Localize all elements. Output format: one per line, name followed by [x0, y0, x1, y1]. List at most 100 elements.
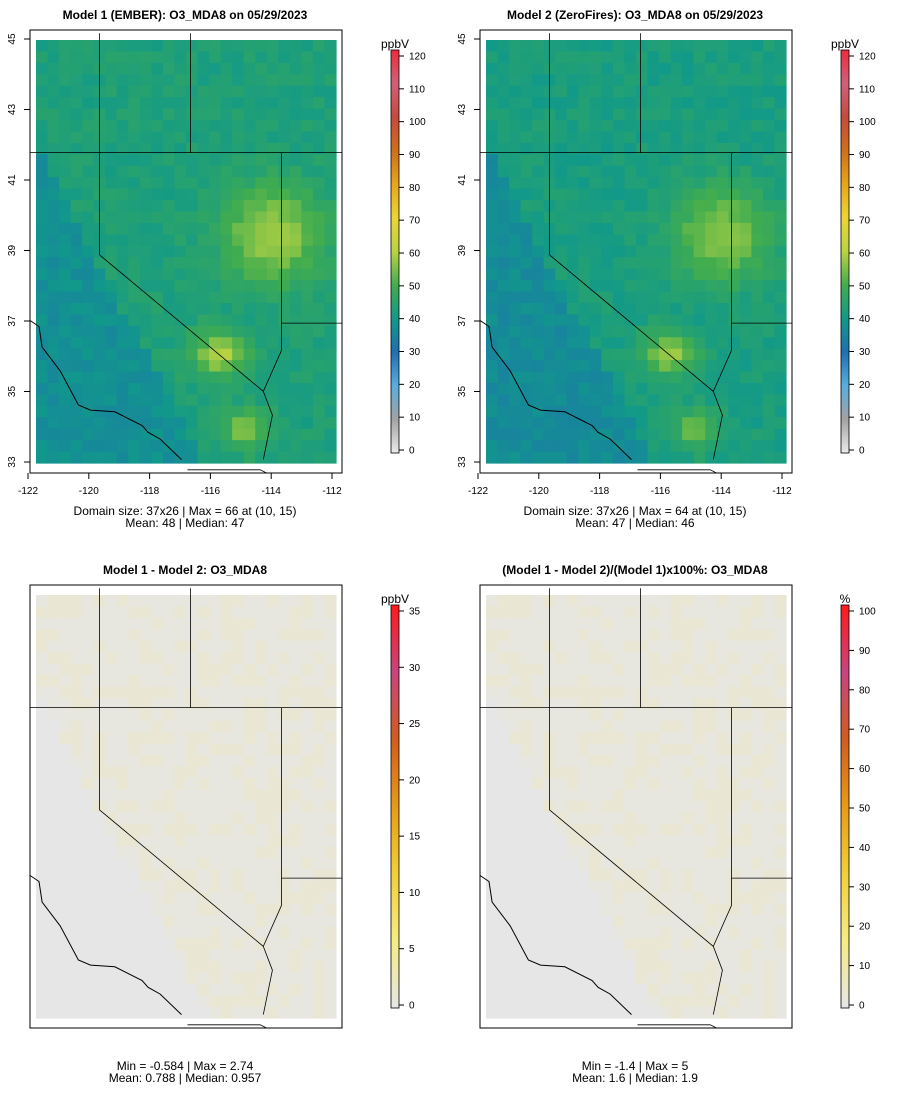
colorbar-tick-label: 35: [409, 607, 421, 618]
heatmap-cell: [589, 74, 602, 87]
heatmap-cell: [486, 800, 499, 813]
heatmap-cell: [116, 617, 129, 630]
heatmap-cell: [128, 62, 141, 75]
heatmap-cell: [682, 382, 695, 395]
heatmap-cell: [105, 85, 118, 98]
heatmap-cell: [197, 405, 210, 418]
heatmap-cell: [255, 755, 268, 768]
heatmap-cell: [47, 937, 60, 950]
heatmap-cell: [578, 165, 591, 178]
heatmap-cell: [36, 937, 49, 950]
heatmap-cell: [324, 675, 337, 688]
heatmap-cell: [647, 606, 660, 619]
heatmap-cell: [47, 234, 60, 247]
heatmap-cell: [105, 440, 118, 453]
heatmap-cell: [105, 120, 118, 133]
heatmap-cell: [762, 268, 776, 281]
heatmap-cell: [543, 257, 556, 270]
heatmap-cell: [70, 108, 83, 121]
heatmap-cell: [105, 595, 118, 608]
heatmap-cell: [555, 280, 568, 293]
heatmap-cell: [70, 74, 83, 87]
heatmap-cell: [266, 188, 279, 201]
heatmap-cell: [197, 188, 210, 201]
heatmap-cell: [70, 360, 83, 373]
heatmap-cell: [105, 606, 118, 619]
heatmap-cell: [578, 394, 591, 407]
heatmap-cell: [47, 40, 60, 53]
heatmap-cell: [555, 869, 568, 882]
heatmap-cell: [301, 360, 314, 373]
heatmap-cell: [220, 972, 233, 985]
heatmap-cell: [47, 371, 60, 384]
heatmap-cell: [532, 629, 545, 642]
heatmap-cell: [716, 617, 729, 630]
heatmap-cell: [624, 222, 637, 235]
heatmap-cell: [532, 108, 545, 121]
heatmap-cell: [624, 451, 637, 464]
heatmap-cell: [670, 937, 683, 950]
heatmap-cell: [243, 120, 256, 133]
state-borders: [30, 33, 342, 473]
heatmap-cell: [162, 120, 176, 133]
heatmap-cell: [693, 222, 706, 235]
heatmap-cell: [116, 892, 129, 905]
heatmap-cell: [70, 595, 83, 608]
heatmap-cell: [116, 857, 129, 870]
heatmap-cell: [705, 131, 718, 144]
heatmap-cell: [116, 314, 129, 327]
heatmap-cell: [578, 846, 591, 859]
heatmap-cell: [612, 709, 626, 722]
heatmap-cell: [762, 789, 776, 802]
heatmap-cell: [543, 812, 556, 825]
heatmap-cell: [509, 652, 522, 665]
heatmap-cell: [636, 766, 649, 779]
heatmap-cell: [509, 394, 522, 407]
heatmap-cell: [520, 154, 533, 167]
heatmap-cell: [174, 245, 187, 258]
heatmap-cell: [751, 188, 764, 201]
heatmap-cell: [716, 960, 729, 973]
heatmap-cell: [255, 440, 268, 453]
heatmap-cell: [647, 382, 660, 395]
heatmap-cell: [728, 188, 741, 201]
heatmap-cell: [682, 972, 695, 985]
heatmap-cell: [36, 949, 49, 962]
heatmap-cell: [186, 915, 199, 928]
heatmap-cell: [682, 428, 695, 441]
colorbar-tick-label: 90: [409, 150, 421, 161]
heatmap-cell: [116, 142, 129, 155]
heatmap-cell: [47, 428, 60, 441]
heatmap-cell: [47, 154, 60, 167]
heatmap-cell: [128, 926, 141, 939]
heatmap-cell: [751, 869, 764, 882]
heatmap-cell: [151, 995, 164, 1008]
heatmap-cell: [751, 800, 764, 813]
heatmap-cell: [151, 720, 164, 733]
heatmap-cell: [589, 360, 602, 373]
heatmap-cell: [612, 302, 626, 315]
x-tick-label: -120: [529, 486, 549, 497]
panel-title: Model 2 (ZeroFires): O3_MDA8 on 05/29/20…: [507, 8, 763, 22]
heatmap-cell: [624, 131, 637, 144]
heatmap-cell: [497, 903, 510, 916]
heatmap-cell: [555, 720, 568, 733]
heatmap-cell: [139, 972, 152, 985]
heatmap-cell: [624, 40, 637, 53]
heatmap-cell: [255, 800, 268, 813]
heatmap-cell: [774, 371, 787, 384]
heatmap-cell: [36, 405, 49, 418]
heatmap-cell: [70, 97, 83, 110]
heatmap-cell: [220, 51, 233, 64]
heatmap-cell: [578, 120, 591, 133]
heatmap-cell: [543, 440, 556, 453]
heatmap-cell: [520, 120, 533, 133]
heatmap-cell: [209, 142, 222, 155]
heatmap-cell: [139, 85, 152, 98]
colorbar-unit: %: [840, 592, 851, 606]
heatmap-cell: [151, 903, 164, 916]
heatmap-cell: [486, 40, 499, 53]
heatmap-cell: [324, 846, 337, 859]
heatmap-cell: [739, 337, 752, 350]
heatmap-cell: [774, 51, 787, 64]
